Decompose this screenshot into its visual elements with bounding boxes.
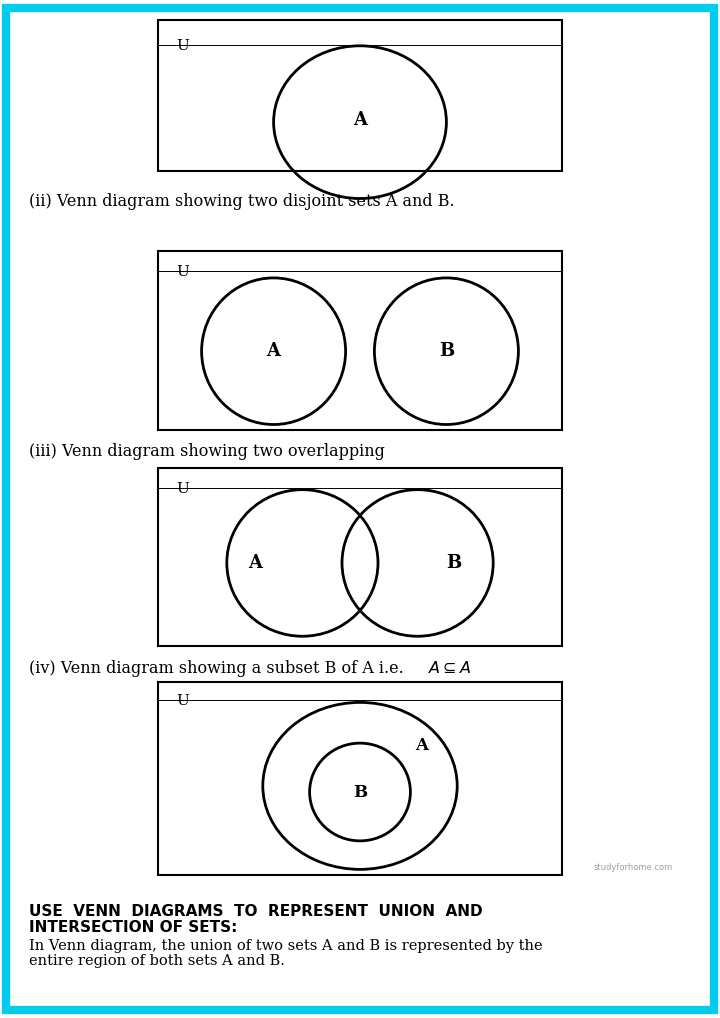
Text: In Venn diagram, the union of two sets A and B is represented by the: In Venn diagram, the union of two sets A… <box>29 939 542 953</box>
Text: U: U <box>176 39 189 53</box>
FancyBboxPatch shape <box>158 682 562 875</box>
Text: B: B <box>446 554 462 572</box>
Text: U: U <box>176 265 189 279</box>
FancyBboxPatch shape <box>158 468 562 646</box>
Text: B: B <box>438 342 454 360</box>
Text: A: A <box>415 737 428 753</box>
Text: B: B <box>353 784 367 800</box>
Text: INTERSECTION OF SETS:: INTERSECTION OF SETS: <box>29 920 237 936</box>
Text: USE  VENN  DIAGRAMS  TO  REPRESENT  UNION  AND: USE VENN DIAGRAMS TO REPRESENT UNION AND <box>29 904 482 919</box>
Text: A: A <box>266 342 281 360</box>
Text: (ii) Venn diagram showing two disjoint sets A and B.: (ii) Venn diagram showing two disjoint s… <box>29 193 454 211</box>
Text: $A \subseteq A$: $A \subseteq A$ <box>428 660 472 677</box>
Text: (iv) Venn diagram showing a subset B of A i.e.: (iv) Venn diagram showing a subset B of … <box>29 660 409 677</box>
Text: A: A <box>353 111 367 129</box>
FancyBboxPatch shape <box>158 20 562 171</box>
Text: studyforhome.com: studyforhome.com <box>594 863 673 871</box>
Text: U: U <box>176 694 189 709</box>
FancyBboxPatch shape <box>158 251 562 430</box>
Text: U: U <box>176 482 189 496</box>
Text: A: A <box>248 554 263 572</box>
Text: entire region of both sets A and B.: entire region of both sets A and B. <box>29 954 284 968</box>
Text: (iii) Venn diagram showing two overlapping: (iii) Venn diagram showing two overlappi… <box>29 443 384 460</box>
